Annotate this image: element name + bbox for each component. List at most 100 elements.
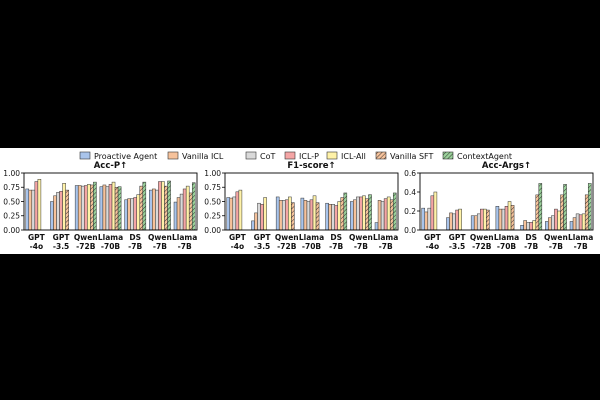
bar [34, 181, 39, 231]
bar [278, 200, 283, 231]
bar [84, 185, 88, 231]
bar [158, 181, 162, 231]
bar-hatch [93, 182, 97, 230]
bar [62, 183, 66, 231]
bar [111, 181, 116, 231]
bar-hatch [291, 202, 295, 230]
bar-hatch [393, 192, 397, 230]
bar [152, 188, 156, 231]
x-tick-label: GPT -4o [229, 233, 247, 251]
bar [433, 191, 438, 231]
bar [275, 196, 280, 231]
legend-label: ICL-All [341, 152, 366, 161]
x-tick-label: GPT -4o [28, 233, 46, 251]
bar [498, 208, 503, 231]
y-tick-label: 0.4 [404, 188, 416, 197]
y-tick-label: 0.50 [204, 197, 221, 206]
bar [495, 206, 500, 231]
x-tick-label: GPT -3.5 [53, 233, 71, 251]
x-tick-label: Llama -7B [172, 233, 197, 251]
x-tick-label: GPT -3.5 [254, 233, 272, 251]
bar [257, 202, 261, 231]
bar [127, 198, 131, 231]
bar [25, 188, 30, 231]
bar [235, 191, 240, 231]
bar-hatch [511, 205, 515, 230]
bar [50, 201, 54, 231]
x-tick-label: Llama -7B [568, 233, 593, 251]
bar [136, 194, 141, 231]
bar [548, 217, 552, 231]
bar [124, 199, 128, 231]
bar [449, 212, 453, 231]
bar [427, 207, 432, 231]
legend: Proactive Agent Vanilla ICL CoT ICL-P ICL-Al… [79, 151, 512, 161]
bar [251, 220, 255, 231]
bar [182, 188, 187, 231]
bar [501, 208, 506, 231]
legend-label: Proactive Agent [94, 152, 157, 161]
bar-hatch [585, 194, 589, 230]
bar-hatch [340, 197, 344, 230]
bar [176, 197, 181, 231]
x-tick-label: Llama -7B [373, 233, 398, 251]
bar [263, 197, 267, 231]
x-tick-label: GPT -3.5 [449, 233, 467, 251]
bar [507, 201, 512, 231]
legend-swatch [167, 151, 179, 160]
figure-panel: Proactive Agent Vanilla ICL CoT ICL-P ICL-Al… [0, 148, 600, 254]
bar [476, 213, 481, 231]
bar [173, 201, 178, 231]
bar [532, 220, 537, 231]
bar-hatch [486, 210, 490, 230]
y-tick-label: 0.25 [204, 212, 221, 221]
legend-label: ContextAgent [457, 152, 512, 161]
bar [130, 198, 134, 231]
bar [356, 196, 360, 231]
bar [53, 195, 57, 231]
legend-label: Vanilla ICL [182, 152, 224, 161]
bar [523, 220, 527, 231]
bar-hatch [588, 183, 592, 230]
x-tick-label: Qwen -7B [349, 233, 373, 251]
bar [473, 215, 478, 231]
bar [569, 221, 574, 231]
bar [108, 184, 113, 231]
bar [155, 189, 159, 231]
bar [325, 202, 329, 231]
x-tick-label: DS -7B [524, 233, 538, 251]
bar-hatch [65, 190, 69, 230]
bar [386, 196, 391, 231]
x-tick-label: Qwen -7B [148, 233, 172, 251]
bar [303, 200, 308, 231]
bar [149, 189, 153, 231]
legend-label: Vanilla SFT [390, 152, 433, 161]
x-tick-label: Llama -70B [494, 233, 519, 251]
bar [374, 222, 379, 231]
bar-hatch [560, 194, 564, 230]
bar [226, 197, 231, 231]
bar [77, 185, 82, 231]
bar [328, 204, 332, 231]
legend-swatch [245, 151, 257, 160]
x-tick-label: GPT -4o [424, 233, 442, 251]
y-tick-label: 0.2 [404, 207, 416, 216]
bar-hatch [115, 187, 119, 230]
y-tick-label: 0.25 [3, 212, 20, 221]
chart-title: Acc-P↑ [94, 161, 128, 171]
x-tick-label: Qwen -72B [275, 233, 299, 251]
y-tick-label: 0.0 [404, 226, 416, 235]
bar [421, 207, 426, 231]
bar [334, 205, 338, 231]
bar [446, 217, 450, 231]
x-tick-label: DS -7B [329, 233, 343, 251]
bar [545, 221, 549, 231]
bar [350, 201, 354, 231]
y-tick-label: 0.75 [204, 183, 221, 192]
bar [31, 189, 36, 231]
bar [185, 185, 190, 231]
bar [353, 199, 357, 231]
bar [102, 184, 107, 231]
